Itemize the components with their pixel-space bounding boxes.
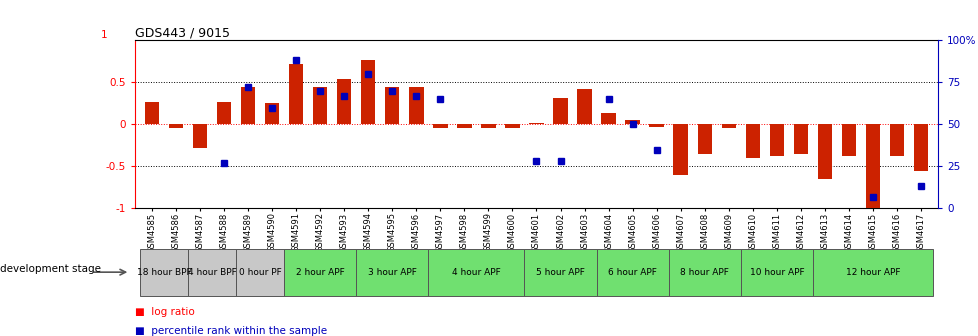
Bar	[336, 79, 351, 124]
Bar	[648, 124, 663, 127]
Bar	[241, 86, 255, 124]
Bar	[289, 64, 303, 124]
Bar	[553, 98, 567, 124]
Text: development stage: development stage	[0, 264, 101, 274]
Bar	[236, 249, 284, 296]
Text: ■  percentile rank within the sample: ■ percentile rank within the sample	[135, 326, 327, 336]
Bar	[889, 124, 904, 156]
Text: 2 hour APF: 2 hour APF	[295, 268, 344, 277]
Bar	[769, 124, 783, 156]
Bar	[865, 124, 879, 208]
Bar	[457, 124, 471, 128]
Bar	[481, 124, 495, 128]
Text: 8 hour APF: 8 hour APF	[680, 268, 729, 277]
Bar	[384, 87, 399, 124]
Bar	[696, 124, 711, 154]
Bar	[313, 87, 327, 124]
Text: ■  log ratio: ■ log ratio	[135, 307, 195, 318]
Bar	[740, 249, 812, 296]
Text: 4 hour APF: 4 hour APF	[452, 268, 501, 277]
Bar	[817, 124, 831, 179]
Bar	[912, 124, 927, 170]
Bar	[721, 124, 735, 128]
Bar	[625, 120, 640, 124]
Bar	[600, 114, 615, 124]
Bar	[265, 103, 279, 124]
Bar	[145, 101, 159, 124]
Bar	[841, 124, 856, 156]
Bar	[216, 101, 231, 124]
Bar	[168, 124, 183, 128]
Bar	[577, 89, 591, 124]
Bar	[188, 249, 236, 296]
Bar	[428, 249, 524, 296]
Bar	[193, 124, 207, 148]
Bar	[356, 249, 428, 296]
Bar	[812, 249, 932, 296]
Bar	[524, 249, 596, 296]
Bar	[673, 124, 688, 175]
Bar	[793, 124, 807, 154]
Text: 12 hour APF: 12 hour APF	[845, 268, 900, 277]
Text: 18 hour BPF: 18 hour BPF	[137, 268, 191, 277]
Bar	[668, 249, 740, 296]
Bar	[140, 249, 188, 296]
Bar	[529, 123, 543, 124]
Text: 1: 1	[101, 30, 108, 40]
Bar	[745, 124, 759, 158]
Bar	[432, 124, 447, 128]
Bar	[409, 86, 423, 124]
Text: 0 hour PF: 0 hour PF	[239, 268, 281, 277]
Bar	[596, 249, 668, 296]
Text: GDS443 / 9015: GDS443 / 9015	[135, 26, 230, 39]
Text: 6 hour APF: 6 hour APF	[607, 268, 656, 277]
Text: 4 hour BPF: 4 hour BPF	[188, 268, 236, 277]
Bar	[284, 249, 356, 296]
Text: 5 hour APF: 5 hour APF	[536, 268, 585, 277]
Text: 3 hour APF: 3 hour APF	[368, 268, 417, 277]
Text: 10 hour APF: 10 hour APF	[749, 268, 803, 277]
Bar	[505, 124, 519, 128]
Bar	[361, 60, 376, 124]
